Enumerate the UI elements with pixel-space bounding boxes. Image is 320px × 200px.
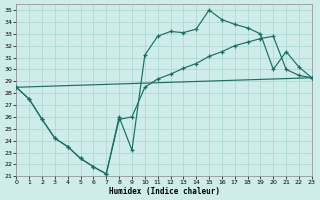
X-axis label: Humidex (Indice chaleur): Humidex (Indice chaleur) <box>108 187 220 196</box>
